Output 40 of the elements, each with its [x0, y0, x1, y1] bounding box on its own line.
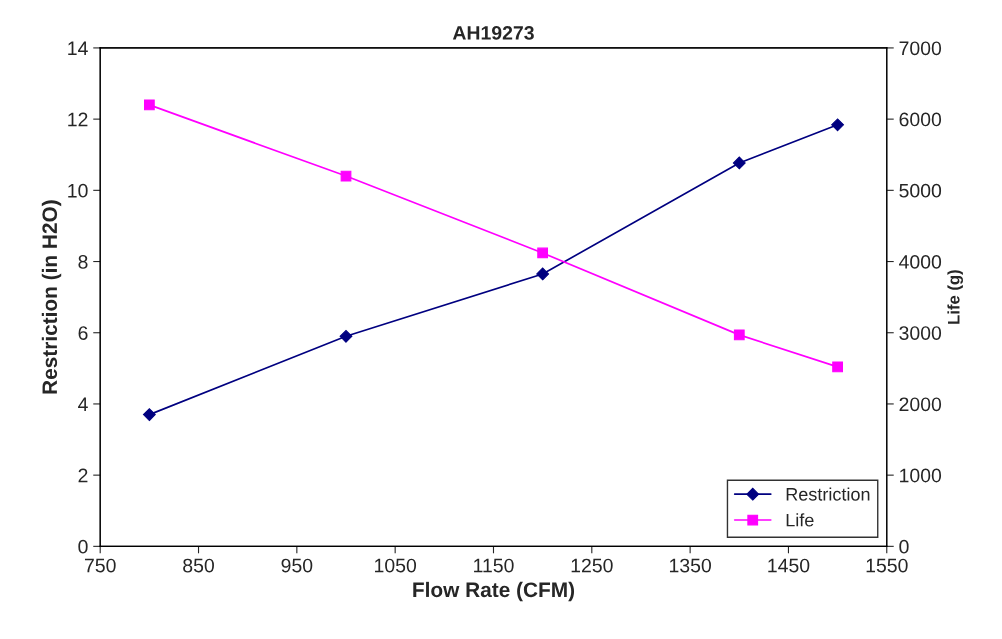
y-tick-label: 14	[68, 41, 88, 55]
y-tick-label: 4	[78, 397, 88, 411]
legend-label: Life	[786, 513, 814, 527]
point	[732, 156, 746, 170]
x-tick-label: 950	[281, 558, 313, 573]
y2-tick-label: 5000	[899, 183, 942, 198]
chart-title: AH19273	[452, 26, 534, 40]
y-tick-label: 6	[78, 326, 88, 340]
y-tick-label: 0	[78, 539, 88, 554]
y-tick-label: 10	[68, 183, 88, 198]
point	[536, 267, 550, 281]
x-tick-label: 1450	[768, 558, 810, 573]
x-tick-label: 1150	[474, 558, 514, 573]
x-tick-label: 1550	[866, 558, 908, 573]
y2-tick-label: 0	[899, 539, 909, 554]
point	[831, 118, 845, 132]
point	[537, 247, 549, 259]
point	[339, 329, 353, 343]
y2-tick-label: 3000	[899, 326, 942, 340]
y-tick-label: 8	[78, 255, 88, 269]
y2-tick-label: 7000	[899, 41, 942, 56]
y2-tick-label: 4000	[899, 255, 942, 269]
y2-axis-title: Life (g)	[947, 270, 963, 324]
y-tick-label: 2	[78, 468, 88, 483]
x-tick-label: 850	[183, 558, 214, 573]
y2-tick-label: 6000	[899, 112, 942, 127]
x-tick-label: 1250	[571, 558, 613, 573]
y2-tick-label: 2000	[899, 397, 942, 412]
point	[832, 361, 843, 373]
x-tick-label: 750	[84, 558, 116, 573]
x-tick-label: 1350	[669, 558, 711, 573]
point	[143, 99, 155, 111]
point	[733, 329, 745, 341]
y2-tick-label: 1000	[900, 468, 942, 483]
point	[142, 408, 156, 422]
x-axis-title: Flow Rate (CFM)	[413, 581, 575, 602]
x-tick-label: 1050	[375, 558, 417, 573]
legend-label: Restriction	[786, 487, 870, 501]
y-tick-label: 12	[68, 112, 88, 127]
y-axis-title: Restriction (in H2O)	[41, 200, 62, 394]
